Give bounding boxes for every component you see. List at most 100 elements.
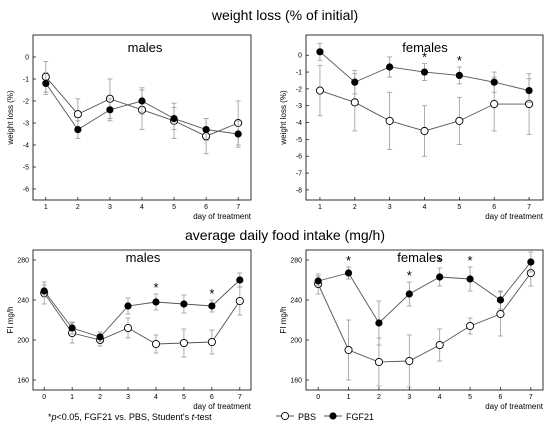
- series-line: [317, 272, 532, 363]
- x-axis-label: day of treatment: [193, 402, 252, 411]
- data-point: [374, 357, 383, 367]
- legend-label-fgf21: FGF21: [346, 412, 374, 422]
- x-tick-label: 5: [468, 394, 472, 401]
- data-point: [420, 68, 429, 76]
- significance-star: *: [457, 53, 462, 68]
- x-tick-label: 4: [140, 204, 144, 211]
- data-point: [420, 126, 429, 136]
- x-tick-label: 3: [108, 204, 112, 211]
- x-tick-label: 7: [236, 204, 240, 211]
- data-point: [73, 110, 82, 119]
- data-point: [152, 298, 160, 306]
- series-fgf21: [42, 72, 242, 148]
- y-tick-label: -5: [23, 165, 29, 172]
- y-tick-label: -6: [23, 187, 29, 194]
- y-tick-label: -4: [296, 120, 302, 127]
- x-tick-label: 1: [318, 204, 322, 211]
- series-pbs: [314, 259, 535, 388]
- heading-food-intake: average daily food intake (mg/h): [185, 227, 385, 243]
- data-point: [527, 258, 535, 266]
- data-point: [234, 130, 242, 138]
- x-tick-label: 6: [492, 204, 496, 211]
- x-tick-label: 1: [44, 204, 48, 211]
- x-tick-label: 0: [42, 394, 46, 401]
- significance-star: *: [407, 268, 412, 283]
- x-tick-label: 4: [154, 394, 158, 401]
- data-point: [207, 337, 216, 347]
- x-tick-label: 4: [438, 394, 442, 401]
- x-tick-label: 3: [388, 204, 392, 211]
- data-point: [344, 269, 353, 277]
- data-point: [106, 106, 114, 114]
- plot-food-males: males 0 1 2 3 4 5 6 7 160 200 240 280 day of treatmen…: [6, 249, 252, 411]
- x-tick-label: 2: [98, 394, 102, 401]
- data-point: [525, 86, 533, 95]
- plot-title: females: [397, 250, 443, 265]
- x-tick-label: 5: [182, 394, 186, 401]
- series-pbs: [315, 64, 534, 157]
- plot-title: females: [402, 40, 448, 55]
- y-axis-label: FI mg/h: [279, 306, 288, 333]
- y-tick-label: 280: [17, 258, 29, 265]
- x-tick-label: 6: [204, 204, 208, 211]
- footnote: *p<0.05, FGF21 vs. PBS, Student's t-test: [48, 412, 212, 422]
- x-tick-label: 2: [76, 204, 80, 211]
- plot-frame: [32, 249, 252, 391]
- data-point: [74, 126, 82, 134]
- x-tick-label: 4: [423, 204, 427, 211]
- data-point: [40, 287, 48, 295]
- x-tick-label: 6: [210, 394, 214, 401]
- data-point: [42, 79, 50, 87]
- significance-star: *: [209, 286, 214, 301]
- y-tick-label: 0: [298, 53, 302, 60]
- x-axis-label: day of treatment: [485, 212, 544, 221]
- plots: males 1 2 3 4 5 6 7 0 -1 -2 -3 -4 -5 -6 day of treatmen…: [6, 34, 544, 411]
- x-axis-label: day of treatment: [193, 212, 252, 221]
- significance-star: *: [153, 280, 158, 295]
- data-point: [350, 98, 359, 107]
- x-tick-label: 5: [457, 204, 461, 211]
- y-axis-label: FI mg/h: [6, 306, 15, 333]
- x-tick-label: 7: [527, 204, 531, 211]
- x-tick-label: 3: [407, 394, 411, 401]
- x-tick-label: 1: [70, 394, 74, 401]
- data-point: [344, 345, 353, 355]
- y-tick-label: 160: [290, 378, 302, 385]
- data-point: [455, 71, 463, 80]
- data-point: [385, 116, 394, 125]
- plot-title: males: [126, 250, 161, 265]
- significance-star: *: [437, 254, 442, 269]
- data-point: [496, 309, 505, 319]
- data-point: [375, 319, 383, 327]
- data-point: [386, 63, 394, 71]
- y-tick-label: 280: [290, 258, 302, 265]
- data-point: [138, 97, 146, 105]
- plot-food-females: females 0 1 2 3 4 5 6 7 160 200 240 280 day of treatm…: [279, 249, 544, 411]
- series-fgf21: [40, 272, 244, 343]
- data-point: [314, 277, 322, 285]
- data-point: [202, 126, 210, 134]
- y-axis-label: weight loss (%): [6, 90, 15, 146]
- data-point: [170, 115, 178, 123]
- data-point: [151, 339, 161, 349]
- data-point: [123, 323, 133, 333]
- y-tick-label: 240: [17, 298, 29, 305]
- x-tick-label: 2: [377, 394, 381, 401]
- series-fgf21: [314, 251, 535, 346]
- series-fgf21: [316, 43, 533, 103]
- y-tick-label: -1: [23, 77, 29, 84]
- y-tick-label: -2: [23, 99, 29, 106]
- data-point: [435, 340, 444, 350]
- data-point: [466, 321, 475, 331]
- x-axis-label: day of treatment: [485, 402, 544, 411]
- plot-frame: [305, 249, 544, 391]
- significance-star: *: [422, 50, 427, 65]
- data-point: [351, 78, 359, 86]
- data-point: [179, 338, 188, 348]
- y-tick-label: -8: [296, 187, 302, 194]
- data-point: [315, 86, 324, 95]
- y-tick-label: 0: [25, 55, 29, 62]
- y-tick-label: 200: [17, 338, 29, 345]
- legend-marker-pbs: [280, 411, 290, 421]
